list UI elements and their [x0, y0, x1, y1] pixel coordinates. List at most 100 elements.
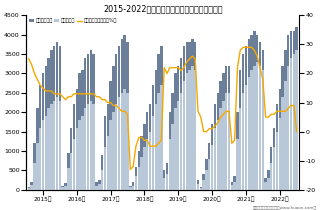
- Bar: [203, 180, 205, 190]
- Bar: [183, 81, 185, 190]
- Bar: [126, 93, 129, 190]
- Bar: [143, 147, 146, 190]
- Bar: [39, 128, 41, 190]
- Bar: [118, 46, 120, 190]
- Bar: [90, 50, 92, 190]
- Bar: [30, 185, 33, 190]
- Bar: [59, 46, 61, 190]
- Bar: [290, 31, 292, 190]
- Bar: [166, 163, 168, 190]
- Bar: [124, 35, 126, 190]
- Bar: [50, 50, 52, 190]
- Bar: [33, 143, 36, 190]
- Bar: [250, 70, 253, 190]
- Bar: [135, 167, 137, 190]
- Bar: [169, 139, 171, 190]
- Bar: [152, 116, 154, 190]
- Bar: [157, 93, 160, 190]
- Bar: [149, 105, 151, 190]
- Bar: [95, 186, 98, 190]
- Bar: [222, 74, 225, 190]
- Bar: [245, 85, 247, 190]
- Bar: [73, 139, 75, 190]
- Bar: [107, 135, 109, 190]
- Bar: [30, 182, 33, 190]
- Bar: [44, 116, 47, 190]
- Bar: [152, 85, 154, 190]
- Bar: [188, 42, 191, 190]
- Bar: [290, 58, 292, 190]
- Bar: [70, 128, 72, 190]
- Bar: [174, 108, 177, 190]
- Bar: [33, 163, 36, 190]
- Bar: [36, 108, 38, 190]
- Bar: [180, 93, 182, 190]
- Bar: [104, 116, 106, 190]
- Bar: [253, 31, 256, 190]
- Bar: [109, 81, 112, 190]
- Bar: [183, 46, 185, 190]
- Bar: [186, 42, 188, 190]
- Bar: [236, 112, 239, 190]
- Bar: [132, 186, 134, 190]
- Bar: [78, 74, 81, 190]
- Bar: [124, 89, 126, 190]
- Bar: [191, 39, 194, 190]
- Bar: [64, 186, 67, 190]
- Bar: [242, 93, 244, 190]
- Bar: [64, 183, 67, 190]
- Bar: [121, 39, 123, 190]
- Bar: [87, 105, 89, 190]
- Bar: [146, 139, 148, 190]
- Bar: [211, 145, 213, 190]
- Bar: [194, 42, 196, 190]
- Bar: [172, 124, 174, 190]
- Bar: [231, 185, 233, 190]
- Bar: [81, 116, 84, 190]
- Bar: [228, 66, 230, 190]
- Bar: [146, 112, 148, 190]
- Bar: [155, 105, 157, 190]
- Bar: [197, 184, 199, 190]
- Bar: [28, 188, 30, 190]
- Bar: [135, 176, 137, 190]
- Bar: [205, 170, 208, 190]
- Bar: [149, 132, 151, 190]
- Bar: [264, 182, 267, 190]
- Bar: [109, 120, 112, 190]
- Bar: [92, 54, 95, 190]
- Bar: [59, 101, 61, 190]
- Bar: [292, 31, 295, 190]
- Bar: [186, 74, 188, 190]
- Bar: [295, 27, 298, 190]
- Bar: [245, 46, 247, 190]
- Bar: [53, 46, 55, 190]
- Bar: [163, 178, 165, 190]
- Bar: [155, 70, 157, 190]
- Bar: [239, 108, 242, 190]
- Bar: [200, 187, 202, 190]
- Bar: [214, 128, 216, 190]
- Bar: [233, 182, 236, 190]
- Bar: [233, 176, 236, 190]
- Bar: [228, 93, 230, 190]
- Bar: [104, 147, 106, 190]
- Bar: [118, 97, 120, 190]
- Bar: [180, 58, 182, 190]
- Bar: [115, 54, 117, 190]
- Bar: [242, 54, 244, 190]
- Bar: [174, 74, 177, 190]
- Bar: [129, 186, 132, 190]
- Bar: [262, 70, 264, 190]
- Bar: [47, 108, 50, 190]
- Bar: [67, 168, 69, 190]
- Bar: [76, 128, 78, 190]
- Bar: [126, 42, 129, 190]
- Bar: [219, 81, 222, 190]
- Bar: [276, 105, 278, 190]
- Bar: [95, 182, 98, 190]
- Bar: [76, 89, 78, 190]
- Bar: [84, 58, 86, 190]
- Bar: [273, 128, 275, 190]
- Bar: [205, 159, 208, 190]
